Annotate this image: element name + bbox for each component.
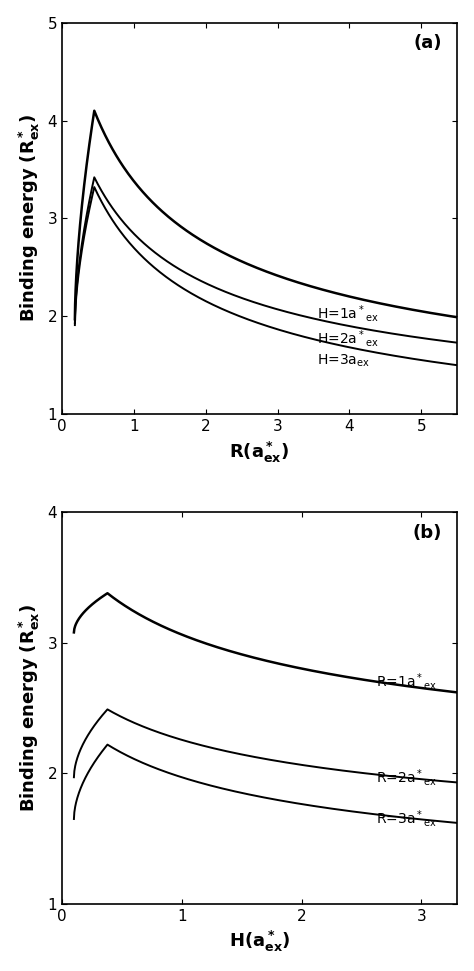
- Text: R=3a$^*$$_{\rm ex}$: R=3a$^*$$_{\rm ex}$: [376, 809, 437, 829]
- Text: (b): (b): [412, 524, 441, 542]
- Text: R=2a$^*$$_{\rm ex}$: R=2a$^*$$_{\rm ex}$: [376, 767, 437, 787]
- X-axis label: $\mathbf{R(a^*_{ex})}$: $\mathbf{R(a^*_{ex})}$: [229, 440, 290, 465]
- X-axis label: $\mathbf{H(a^*_{ex})}$: $\mathbf{H(a^*_{ex})}$: [229, 929, 291, 954]
- Text: (a): (a): [413, 34, 441, 52]
- Text: H=1a$^*$$_{\rm ex}$: H=1a$^*$$_{\rm ex}$: [317, 303, 379, 324]
- Text: H=3a$_{\rm ex}$: H=3a$_{\rm ex}$: [317, 353, 370, 370]
- Y-axis label: $\mathbf{Binding\ energy\ (R^*_{ex})}$: $\mathbf{Binding\ energy\ (R^*_{ex})}$: [17, 604, 42, 812]
- Text: R=1a$^*$$_{\rm ex}$: R=1a$^*$$_{\rm ex}$: [376, 672, 437, 692]
- Text: H=2a$^*$$_{\rm ex}$: H=2a$^*$$_{\rm ex}$: [317, 328, 379, 350]
- Y-axis label: $\mathbf{Binding\ energy\ (R^*_{ex})}$: $\mathbf{Binding\ energy\ (R^*_{ex})}$: [17, 115, 42, 322]
